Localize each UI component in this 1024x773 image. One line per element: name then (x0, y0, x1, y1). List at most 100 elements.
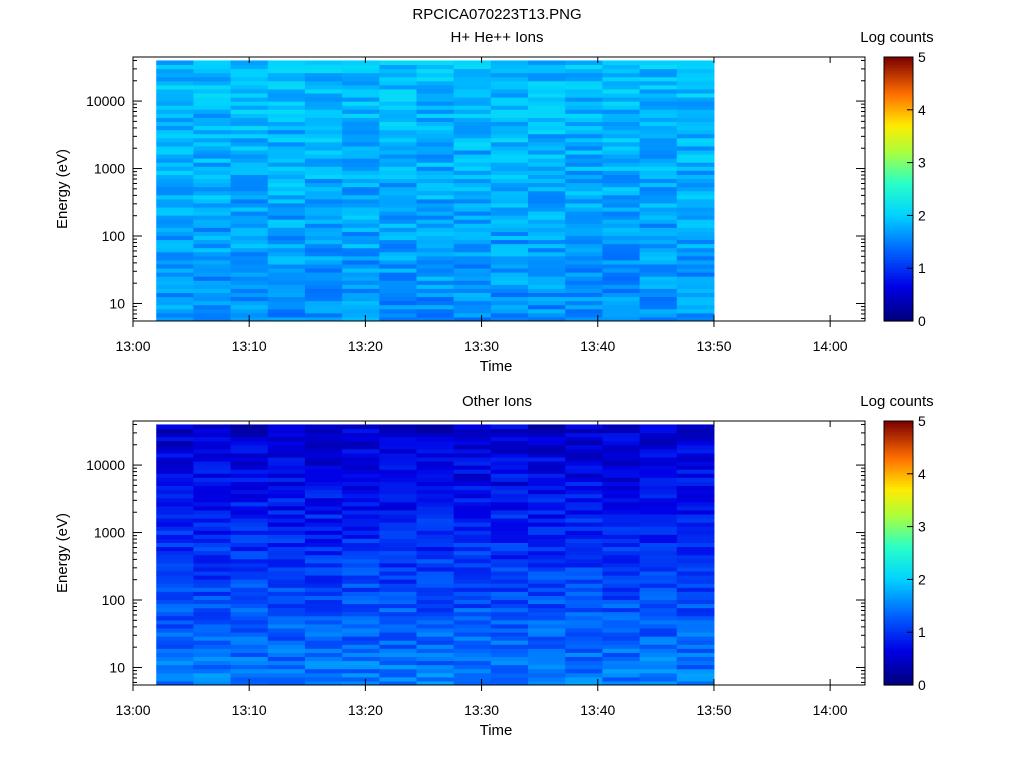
heatmap-cell (230, 141, 269, 147)
heatmap-cell (453, 231, 492, 237)
heatmap-cell (602, 198, 641, 204)
colorbar-segment (884, 597, 913, 602)
heatmap-cell (639, 68, 678, 74)
heatmap-cell (230, 178, 269, 184)
heatmap-cell (676, 154, 715, 159)
heatmap-cell (676, 656, 715, 662)
heatmap-cell (453, 591, 492, 596)
heatmap-cell (490, 628, 529, 633)
heatmap-cell (379, 219, 417, 224)
heatmap-cell (602, 575, 641, 580)
heatmap-cell (528, 166, 566, 171)
heatmap-cell (304, 473, 343, 478)
heatmap-cell (416, 276, 455, 281)
heatmap-cell (453, 546, 492, 552)
heatmap-cell (490, 493, 529, 499)
colorbar-segment (884, 579, 913, 583)
heatmap-cell (379, 276, 417, 281)
heatmap-cell (676, 194, 715, 200)
heatmap-cell (342, 477, 380, 482)
heatmap-cell (230, 668, 269, 674)
heatmap-cell (304, 546, 343, 552)
heatmap-cell (230, 255, 269, 261)
heatmap-cell (156, 105, 194, 110)
heatmap-cell (342, 121, 380, 127)
heatmap-cell (565, 497, 603, 503)
heatmap-cell (304, 542, 343, 548)
heatmap-cell (230, 300, 269, 306)
heatmap-cell (230, 194, 269, 200)
heatmap-cell (304, 440, 343, 446)
heatmap-cell (602, 583, 641, 588)
heatmap-cell (193, 300, 232, 306)
heatmap-cell (379, 80, 417, 86)
heatmap-cell (230, 534, 269, 539)
heatmap-cell (304, 485, 343, 491)
heatmap-cell (565, 509, 603, 515)
heatmap-cell (602, 485, 641, 491)
heatmap-cell (342, 178, 380, 184)
heatmap-cell (156, 231, 194, 237)
heatmap-cell (267, 125, 306, 131)
colorbar-frame (883, 56, 914, 322)
colorbar-segment (884, 595, 913, 599)
heatmap-cell (602, 652, 641, 657)
heatmap-cell (490, 636, 529, 641)
heatmap-cell (156, 158, 194, 163)
heatmap-cell (639, 558, 678, 564)
colorbar-segment (884, 431, 913, 435)
heatmap-cell (528, 308, 566, 314)
heatmap-cell (193, 145, 232, 151)
heatmap-cell (267, 501, 306, 507)
heatmap-cell (639, 652, 678, 657)
heatmap-cell (528, 640, 566, 645)
heatmap-cell (490, 457, 529, 462)
heatmap-cell (490, 141, 529, 147)
heatmap-cell (490, 268, 529, 273)
heatmap-cell (602, 64, 641, 70)
heatmap-cell (602, 562, 641, 568)
heatmap-cell (267, 615, 306, 621)
heatmap-cell (304, 628, 343, 633)
heatmap-cell (602, 640, 641, 645)
heatmap-cell (676, 448, 715, 454)
heatmap-cell (267, 575, 306, 580)
heatmap-cell (416, 162, 455, 167)
colorbar-tick-label: 5 (918, 49, 926, 65)
heatmap-cell (342, 481, 380, 487)
colorbar-segment (884, 218, 913, 222)
heatmap-cell (379, 150, 417, 155)
heatmap-cell (379, 190, 417, 196)
heatmap-cell (379, 239, 417, 245)
heatmap-cell (602, 162, 641, 167)
colorbar-segment (884, 202, 913, 206)
heatmap-cell (193, 97, 232, 102)
heatmap-cell (342, 129, 380, 135)
heatmap-cell (230, 247, 269, 253)
heatmap-cell (565, 514, 603, 519)
heatmap-cell (676, 186, 715, 192)
heatmap-cell (528, 611, 566, 617)
heatmap-cell (528, 579, 566, 584)
heatmap-cell (379, 227, 417, 232)
y-tick-label: 1000 (94, 161, 125, 177)
heatmap-cell (156, 465, 194, 470)
heatmap-cell (416, 672, 455, 678)
colorbar-segment (884, 473, 913, 478)
heatmap-cell (639, 562, 678, 568)
heatmap-cell (267, 619, 306, 625)
heatmap-cell (379, 215, 417, 220)
heatmap-cell (602, 80, 641, 86)
heatmap-cell (602, 231, 641, 237)
heatmap-cell (416, 469, 455, 474)
heatmap-cell (156, 473, 194, 478)
heatmap-cell (379, 72, 417, 78)
colorbar-segment (884, 88, 913, 92)
heatmap-cell (342, 296, 380, 302)
heatmap-cell (453, 162, 492, 167)
heatmap-cell (230, 239, 269, 245)
heatmap-cell (528, 664, 566, 670)
heatmap-cell (304, 644, 343, 649)
heatmap-cell (342, 461, 380, 466)
heatmap-cell (267, 611, 306, 617)
